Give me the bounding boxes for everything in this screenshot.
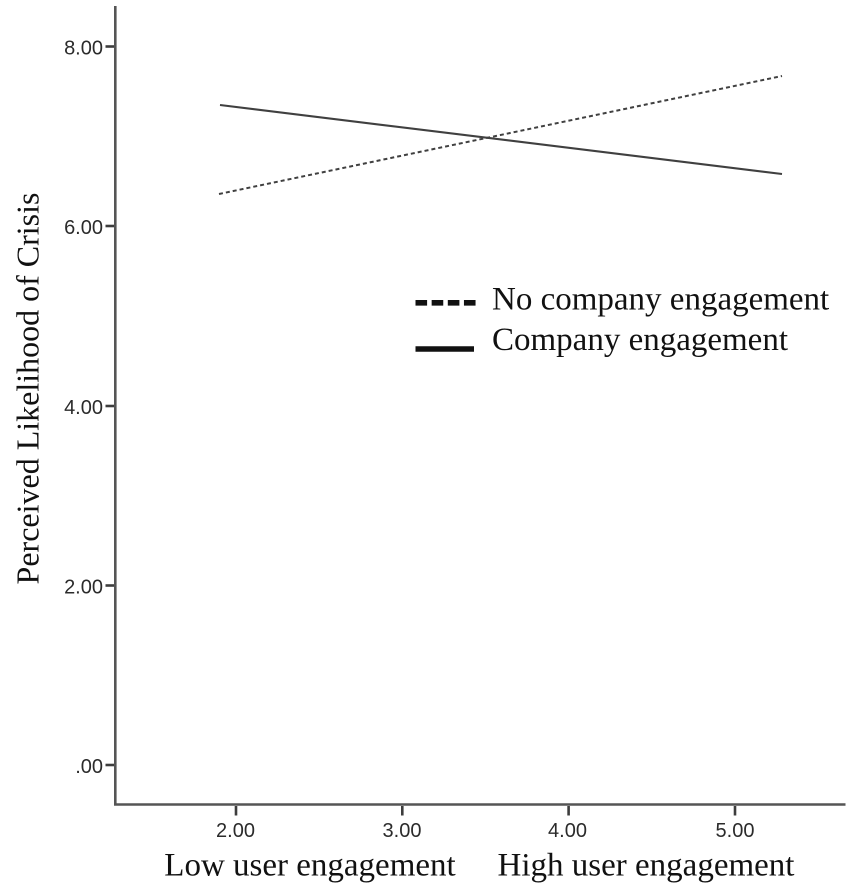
- svg-text:Perceived Likelihood of Crisis: Perceived Likelihood of Crisis: [10, 193, 46, 585]
- svg-text:2.00: 2.00: [216, 820, 255, 842]
- svg-text:6.00: 6.00: [64, 217, 103, 239]
- svg-text:3.00: 3.00: [383, 820, 422, 842]
- svg-text:.00: .00: [75, 756, 103, 778]
- svg-text:Company engagement: Company engagement: [492, 322, 788, 358]
- svg-text:No company engagement: No company engagement: [492, 282, 829, 318]
- svg-text:4.00: 4.00: [64, 397, 103, 419]
- svg-text:High user engagement: High user engagement: [498, 848, 795, 884]
- svg-text:8.00: 8.00: [64, 38, 103, 60]
- svg-text:Low user engagement: Low user engagement: [164, 848, 455, 884]
- svg-text:2.00: 2.00: [64, 577, 103, 599]
- svg-text:4.00: 4.00: [548, 820, 587, 842]
- svg-text:5.00: 5.00: [716, 820, 755, 842]
